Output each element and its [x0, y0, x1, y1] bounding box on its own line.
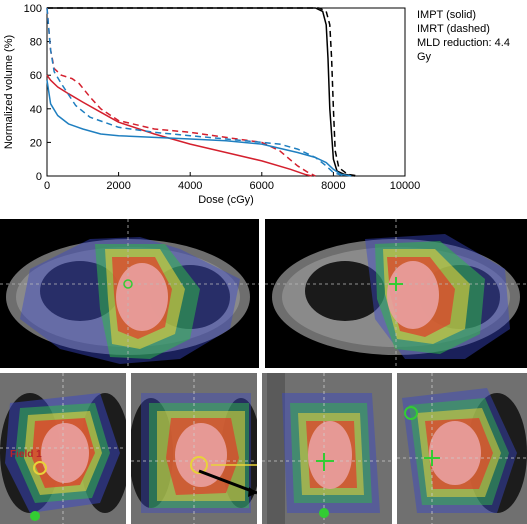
dvh-series-line	[46, 80, 352, 177]
coronal-image-2	[131, 373, 257, 524]
sagittal-image-1	[262, 373, 392, 524]
x-tick-label: 6000	[250, 180, 274, 192]
legend-imrt: IMRT (dashed)	[417, 23, 490, 35]
dvh-series-line	[47, 7, 359, 177]
legend-mld-reduction: MLD reduction: 4.4 Gy	[417, 37, 510, 63]
y-tick-label: 20	[30, 137, 42, 149]
dvh-series-line	[46, 7, 316, 177]
legend-impt: IMPT (solid)	[417, 9, 477, 21]
x-tick-label: 10000	[390, 180, 421, 192]
y-tick-label: 80	[30, 37, 42, 49]
y-tick-label: 0	[36, 171, 42, 183]
plot-frame	[46, 7, 406, 177]
y-tick-label: 100	[24, 3, 42, 15]
sagittal-image-2	[397, 373, 527, 524]
field-1-label: Field 1	[10, 449, 42, 460]
dvh-series-line	[46, 7, 345, 177]
x-tick-label: 8000	[321, 180, 345, 192]
dvh-chart: 0 2000 4000 6000 8000 10000 0 20 40 60 80 100 Dose (…	[0, 0, 527, 215]
axial-image-right	[265, 219, 527, 368]
y-tick-label: 40	[30, 104, 42, 116]
x-tick-label: 0	[44, 180, 50, 192]
dvh-chart-svg: 0 2000 4000 6000 8000 10000 0 20 40 60 80 100 Dose (…	[3, 3, 421, 206]
dvh-series-line	[47, 7, 356, 177]
axial-image-left	[0, 219, 259, 368]
coronal-image-1: Field 1	[0, 373, 126, 524]
x-axis-label: Dose (cGy)	[198, 194, 254, 206]
dvh-series-line	[46, 74, 313, 177]
y-tick-label: 60	[30, 70, 42, 82]
chart-legend: IMPT (solid) IMRT (dashed) MLD reduction…	[417, 8, 527, 64]
x-tick-label: 4000	[178, 180, 202, 192]
x-tick-label: 2000	[106, 180, 130, 192]
y-axis-label: Normalized volume (%)	[3, 35, 15, 149]
